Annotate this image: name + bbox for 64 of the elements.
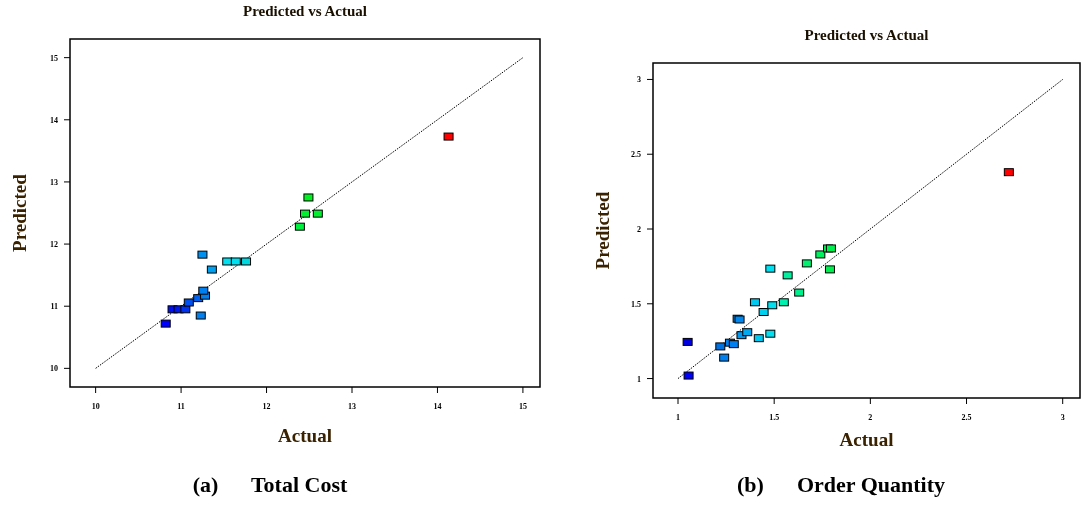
y-tick-label: 1 [637,374,641,384]
x-tick-label: 1.5 [769,413,780,422]
point [197,250,208,259]
x-axis-title: Actual [839,429,894,450]
text: (a) Total Cost [192,472,348,497]
y-tick-label: 11 [50,302,58,312]
point [206,265,217,274]
point [682,337,693,346]
x-tick-label: 2.5 [961,413,972,422]
point [824,265,835,274]
point [1003,168,1014,177]
point [767,301,778,310]
x-axis-title: Actual [278,425,332,446]
x-tick-label: 10 [91,402,100,411]
point [815,250,826,259]
y-axis-title: Predicted [9,173,30,252]
point [742,328,753,337]
point [294,222,305,231]
point [765,264,776,273]
x-tick-label: 13 [348,402,356,411]
text: (b) Order Quantity [737,472,945,497]
x-tick-label: 11 [177,402,185,411]
point [183,298,194,307]
point [782,271,793,280]
x-tick-label: 1 [676,413,680,422]
point [715,342,726,351]
x-tick-label: 15 [518,402,527,411]
y-tick-label: 14 [50,115,58,125]
chart-title: Predicted vs Actual [243,3,367,19]
y-tick-label: 10 [50,364,58,374]
point [758,308,769,317]
point [160,319,171,328]
point [180,305,191,314]
point [198,286,209,295]
y-tick-label: 12 [50,240,58,250]
chart-title: Predicted vs Actual [804,27,929,43]
y-tick-label: 13 [50,177,58,187]
x-tick-label: 3 [1060,413,1065,422]
point [794,288,805,297]
point [778,298,789,307]
x-tick-label: 14 [433,402,442,411]
point [765,329,776,338]
point [719,353,730,362]
point [801,259,812,268]
y-tick-label: 2.5 [631,150,641,160]
point [230,257,241,266]
point [753,334,764,343]
point [241,257,252,266]
point [222,257,233,266]
point [303,193,314,202]
point [728,340,739,349]
point [300,209,310,218]
y-tick-label: 15 [50,53,58,63]
point [749,298,760,307]
y-tick-label: 3 [637,75,641,85]
y-tick-label: 1.5 [631,299,641,309]
point [683,371,694,380]
point [195,311,206,320]
point [443,132,454,141]
y-axis-title: Predicted [592,191,613,270]
y-tick-label: 2 [637,225,641,234]
point [312,209,323,218]
x-tick-label: 12 [262,402,271,411]
x-tick-label: 2 [868,413,873,422]
